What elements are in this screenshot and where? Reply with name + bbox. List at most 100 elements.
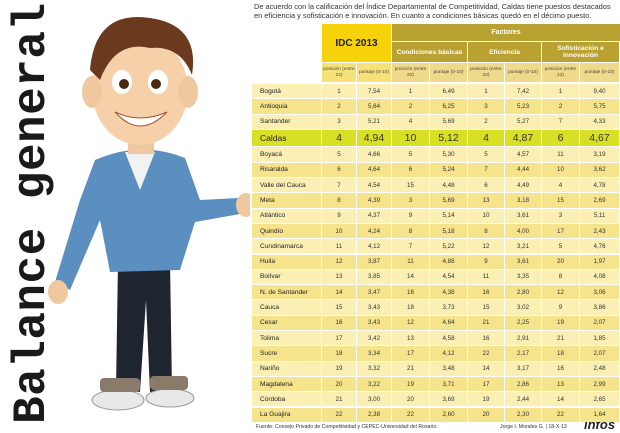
- table-cell: 5,11: [580, 208, 619, 223]
- table-cell: 5,69: [430, 193, 467, 208]
- table-cell: 5,75: [580, 99, 619, 114]
- table-cell: 4: [468, 129, 504, 147]
- factors-header: Factores: [392, 24, 620, 41]
- table-cell: 4,88: [430, 254, 467, 269]
- row-label: La Guajira: [252, 407, 321, 422]
- table-cell: 2,17: [505, 346, 541, 361]
- table-cell: 22: [542, 407, 579, 422]
- table-cell: 1: [322, 84, 356, 99]
- subheader: puntaje (0-10): [580, 63, 619, 82]
- table-cell: 5,12: [430, 129, 467, 147]
- table-cell: 20: [542, 254, 579, 269]
- table-cell: 7: [392, 239, 429, 254]
- row-label: Cundinamarca: [252, 239, 321, 254]
- table-cell: 4,38: [430, 285, 467, 300]
- table-cell: 2,25: [505, 315, 541, 330]
- table-cell: 16: [322, 315, 356, 330]
- table-cell: 4,08: [580, 269, 619, 285]
- table-cell: 5: [322, 147, 356, 162]
- source: Fuente: Consejo Privado de Competitivida…: [256, 424, 438, 430]
- table-cell: 1: [468, 84, 504, 99]
- table-cell: 6,25: [430, 99, 467, 114]
- table-cell: 7: [322, 178, 356, 193]
- table-cell: 11: [542, 147, 579, 162]
- table-cell: 2,38: [357, 407, 391, 422]
- table-cell: 4,94: [357, 129, 391, 147]
- table-cell: 19: [468, 392, 504, 407]
- table-cell: 13: [392, 331, 429, 346]
- table-cell: 3,86: [580, 300, 619, 315]
- table-cell: 9: [322, 208, 356, 223]
- factor-group-header: Condiciones básicas: [392, 42, 467, 62]
- table-cell: 5,69: [430, 114, 467, 129]
- row-label: Atlántico: [252, 208, 321, 223]
- row-label: Cauca: [252, 300, 321, 315]
- table-cell: 3,47: [357, 285, 391, 300]
- table-cell: 14: [542, 392, 579, 407]
- table-cell: 7: [542, 114, 579, 129]
- table-cell: 3,62: [580, 162, 619, 177]
- table-cell: 3,22: [357, 376, 391, 392]
- table-cell: 3,87: [357, 254, 391, 269]
- table-cell: 12: [542, 285, 579, 300]
- table-cell: 8: [542, 269, 579, 285]
- table-cell: 19: [542, 315, 579, 330]
- table-cell: 5: [542, 239, 579, 254]
- table-cell: 3,35: [505, 269, 541, 285]
- table-cell: 5,23: [505, 99, 541, 114]
- table-cell: 2,48: [580, 361, 619, 376]
- table-cell: 21: [322, 392, 356, 407]
- table-cell: 3,69: [430, 392, 467, 407]
- table-cell: 13: [542, 376, 579, 392]
- table-cell: 17: [322, 331, 356, 346]
- intro-text: De acuerdo con la calificación del Índic…: [254, 2, 611, 21]
- table-cell: 7: [468, 162, 504, 177]
- table-cell: 4: [322, 129, 356, 147]
- table-cell: 3,48: [430, 361, 467, 376]
- table-cell: 2,30: [505, 407, 541, 422]
- subheader: posición (entre 22): [392, 63, 429, 82]
- row-label: Tolima: [252, 331, 321, 346]
- table-cell: 22: [322, 407, 356, 422]
- table-cell: 14: [392, 269, 429, 285]
- table-cell: 16: [392, 285, 429, 300]
- table-cell: 1: [542, 84, 579, 99]
- table-cell: 4,67: [580, 129, 619, 147]
- table-cell: 5,24: [430, 162, 467, 177]
- table-cell: 20: [468, 407, 504, 422]
- row-label: Boyacá: [252, 147, 321, 162]
- table-cell: 22: [392, 407, 429, 422]
- table-cell: 4,24: [357, 223, 391, 239]
- row-label: Valle del Cauca: [252, 178, 321, 193]
- table-cell: 4,66: [357, 147, 391, 162]
- table-cell: 5,18: [430, 223, 467, 239]
- table-cell: 6: [392, 162, 429, 177]
- table-cell: 21: [542, 331, 579, 346]
- table-cell: 17: [392, 346, 429, 361]
- row-label: Magdalena: [252, 376, 321, 392]
- factor-group-header: Sofisticación e innovación: [542, 42, 619, 62]
- table-cell: 2,99: [580, 376, 619, 392]
- row-label: Sucre: [252, 346, 321, 361]
- table-cell: 21: [468, 315, 504, 330]
- table-cell: 9,40: [580, 84, 619, 99]
- table-cell: 12: [322, 254, 356, 269]
- table-cell: 4,48: [430, 178, 467, 193]
- table-cell: 2: [322, 99, 356, 114]
- table-cell: 11: [392, 254, 429, 269]
- table-cell: 20: [392, 392, 429, 407]
- table-cell: 20: [322, 376, 356, 392]
- table-cell: 1: [392, 84, 429, 99]
- table-cell: 14: [322, 285, 356, 300]
- row-label: Huila: [252, 254, 321, 269]
- table-cell: 2,80: [505, 285, 541, 300]
- row-label: Risaralda: [252, 162, 321, 177]
- table-cell: 3: [542, 208, 579, 223]
- table-cell: 4,58: [430, 331, 467, 346]
- table-cell: 3,18: [505, 193, 541, 208]
- table-cell: 18: [542, 346, 579, 361]
- table-cell: 6: [542, 129, 579, 147]
- table-cell: 3,34: [357, 346, 391, 361]
- table-cell: 3,61: [505, 208, 541, 223]
